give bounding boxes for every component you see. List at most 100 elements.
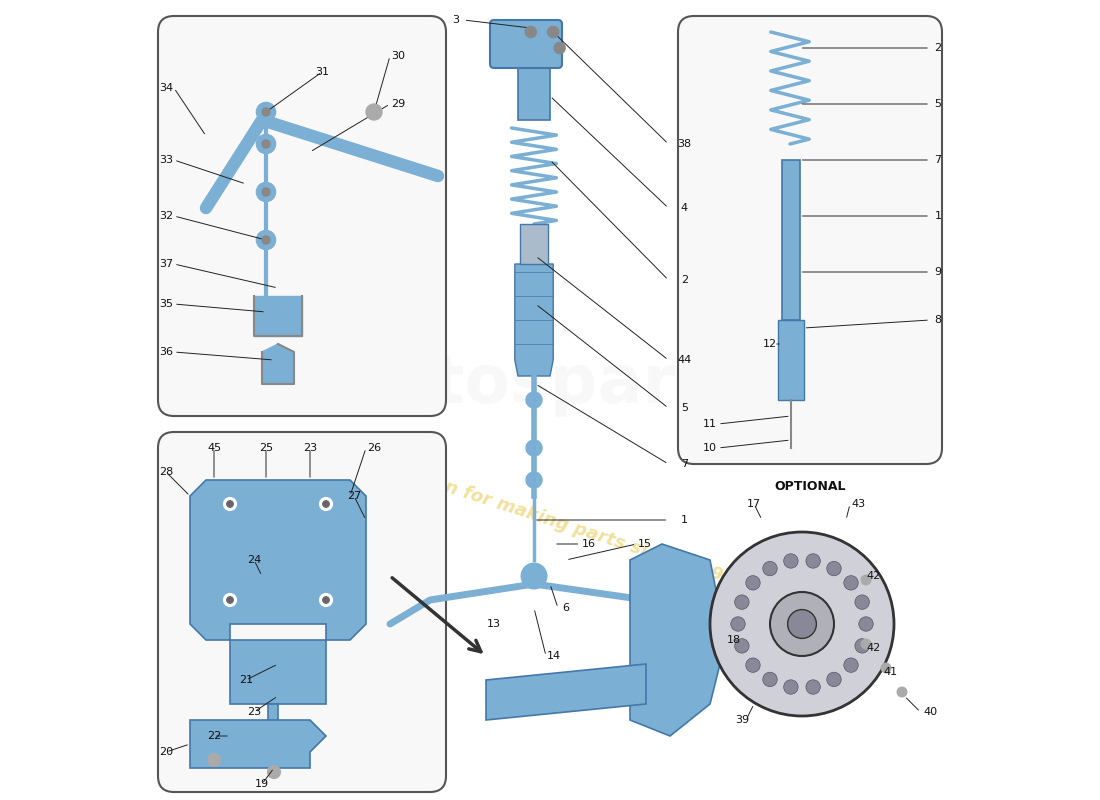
Circle shape [223, 498, 236, 510]
Text: 1: 1 [935, 211, 942, 221]
Circle shape [881, 663, 891, 673]
Polygon shape [515, 264, 553, 376]
Circle shape [827, 672, 842, 686]
Text: a passion for making parts since 1995: a passion for making parts since 1995 [363, 452, 737, 588]
Circle shape [710, 532, 894, 716]
Circle shape [746, 576, 760, 590]
Text: 5: 5 [935, 99, 942, 109]
Text: 3: 3 [452, 15, 459, 25]
Text: 44: 44 [678, 355, 692, 365]
Text: 23: 23 [302, 443, 317, 453]
Circle shape [267, 766, 280, 778]
Text: 25: 25 [258, 443, 273, 453]
Text: 7: 7 [934, 155, 942, 165]
Text: 26: 26 [367, 443, 381, 453]
Circle shape [256, 230, 276, 250]
Polygon shape [254, 296, 303, 336]
Circle shape [526, 472, 542, 488]
Text: 13: 13 [487, 619, 500, 629]
Circle shape [548, 26, 559, 38]
Text: 39: 39 [735, 715, 749, 725]
Text: 12: 12 [763, 339, 777, 349]
Text: 37: 37 [158, 259, 173, 269]
Text: 42: 42 [867, 571, 881, 581]
Text: 30: 30 [390, 51, 405, 61]
Polygon shape [190, 720, 326, 768]
Text: 32: 32 [158, 211, 173, 221]
Text: 40: 40 [923, 707, 937, 717]
Text: 2: 2 [934, 43, 942, 53]
Polygon shape [782, 160, 800, 320]
Circle shape [320, 498, 332, 510]
Circle shape [844, 576, 858, 590]
Circle shape [859, 617, 873, 631]
Circle shape [861, 575, 871, 585]
Circle shape [898, 687, 906, 697]
Text: 15: 15 [637, 539, 651, 549]
Text: 7: 7 [681, 459, 688, 469]
Circle shape [256, 182, 276, 202]
Text: 28: 28 [158, 467, 173, 477]
Text: OPTIONAL: OPTIONAL [774, 480, 846, 493]
Text: 14: 14 [547, 651, 561, 661]
Circle shape [525, 26, 537, 38]
Circle shape [366, 104, 382, 120]
Text: 29: 29 [390, 99, 405, 109]
Text: 6: 6 [562, 603, 570, 613]
Circle shape [322, 501, 329, 507]
Text: autospartes: autospartes [340, 351, 792, 417]
Polygon shape [778, 320, 804, 400]
Text: 22: 22 [207, 731, 221, 741]
Text: 41: 41 [883, 667, 898, 677]
Text: 16: 16 [582, 539, 595, 549]
Polygon shape [190, 480, 366, 640]
Text: 11: 11 [703, 419, 717, 429]
FancyBboxPatch shape [678, 16, 942, 464]
Circle shape [526, 392, 542, 408]
Circle shape [223, 594, 236, 606]
Circle shape [320, 594, 332, 606]
Circle shape [861, 639, 871, 649]
Circle shape [227, 501, 233, 507]
Text: 31: 31 [315, 67, 329, 77]
Text: 27: 27 [346, 491, 361, 501]
FancyBboxPatch shape [490, 20, 562, 68]
Circle shape [844, 658, 858, 672]
Polygon shape [268, 704, 278, 760]
Circle shape [521, 563, 547, 589]
Circle shape [208, 754, 220, 766]
Circle shape [735, 638, 749, 653]
Text: 33: 33 [160, 155, 173, 165]
Circle shape [783, 680, 799, 694]
Polygon shape [630, 544, 726, 736]
Polygon shape [518, 56, 550, 120]
Text: 43: 43 [851, 499, 865, 509]
Text: 38: 38 [678, 139, 692, 149]
Text: 2: 2 [681, 275, 688, 285]
Circle shape [262, 188, 270, 196]
Polygon shape [262, 344, 294, 384]
FancyBboxPatch shape [158, 432, 446, 792]
Circle shape [783, 554, 799, 568]
Circle shape [762, 562, 778, 576]
Circle shape [855, 595, 869, 610]
Text: 5: 5 [681, 403, 688, 413]
Circle shape [746, 658, 760, 672]
Text: 19: 19 [255, 779, 270, 789]
Text: 8: 8 [934, 315, 942, 325]
Circle shape [806, 680, 821, 694]
FancyBboxPatch shape [158, 16, 446, 416]
Text: 35: 35 [160, 299, 173, 309]
Circle shape [827, 562, 842, 576]
Circle shape [735, 595, 749, 610]
Text: 45: 45 [207, 443, 221, 453]
Circle shape [770, 592, 834, 656]
Text: 21: 21 [239, 675, 253, 685]
Circle shape [256, 102, 276, 122]
Text: 9: 9 [934, 267, 942, 277]
Text: 23: 23 [246, 707, 261, 717]
Circle shape [806, 554, 821, 568]
Text: 36: 36 [160, 347, 173, 357]
Circle shape [788, 610, 816, 638]
Circle shape [262, 236, 270, 244]
